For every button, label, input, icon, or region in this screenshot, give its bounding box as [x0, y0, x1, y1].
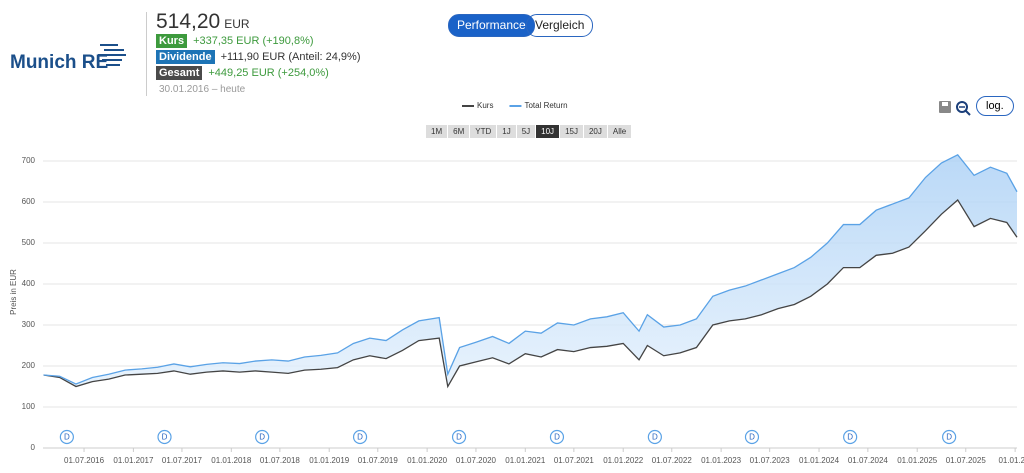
range-button[interactable]: 1M: [426, 125, 448, 138]
dividend-label: D: [162, 433, 168, 442]
dividend-marker: [647, 429, 662, 445]
legend-label: Total Return: [524, 101, 567, 110]
dividend-marker: [549, 429, 565, 445]
badge: Gesamt: [156, 66, 203, 80]
stat-text: +337,35 EUR (+190,8%): [193, 35, 314, 47]
x-tick-label: 01.07.2019: [358, 456, 399, 465]
y-tick-label: 400: [22, 279, 36, 288]
legend-label: Kurs: [477, 101, 493, 110]
dividend-label: D: [946, 433, 952, 442]
range-button[interactable]: 5J: [516, 125, 536, 138]
dividend-label: D: [847, 433, 853, 442]
badge: Kurs: [156, 34, 188, 48]
range-button[interactable]: YTD: [470, 125, 497, 138]
range-button[interactable]: Alle: [607, 125, 632, 138]
dividend-label: D: [456, 433, 462, 442]
tab-button[interactable]: Performance: [448, 14, 535, 37]
x-tick-label: 01.01.2025: [897, 456, 938, 465]
stat-text: +449,25 EUR (+254,0%): [208, 67, 329, 79]
y-tick-label: 200: [22, 361, 36, 370]
dividend-marker: [157, 429, 172, 445]
range-buttons: 1M 6M YTD 1J 5J 10J 15J 20J Alle: [426, 125, 632, 138]
range-button[interactable]: 6M: [448, 125, 470, 138]
logo-mark: [98, 44, 126, 66]
y-tick-label: 500: [22, 238, 36, 247]
x-tick-label: 01.01.2...: [998, 456, 1024, 465]
dividend-marker: [942, 429, 957, 445]
x-tick-label: 01.07.2024: [848, 456, 889, 465]
x-tick-label: 01.01.2021: [505, 456, 546, 465]
y-tick-label: 0: [31, 443, 36, 452]
dividend-marker: [744, 429, 760, 445]
x-tick-label: 01.01.2024: [799, 456, 840, 465]
x-tick-label: 01.07.2018: [260, 456, 301, 465]
x-tick-label: 01.07.2021: [554, 456, 595, 465]
x-tick-label: 01.07.2022: [652, 456, 693, 465]
x-tick-label: 01.07.2017: [162, 456, 203, 465]
range-button[interactable]: 1J: [497, 125, 516, 138]
y-axis-label: Preis in EUR: [9, 269, 18, 315]
x-tick-label: 01.01.2023: [701, 456, 742, 465]
stat-text: +111,90 EUR (Anteil: 24,9%): [220, 51, 361, 63]
tool-icons[interactable]: [938, 99, 976, 117]
y-tick-label: 300: [22, 320, 36, 329]
series-line: [43, 154, 1018, 385]
dividend-marker: [451, 429, 467, 445]
stat-row: Gesamt +449,25 EUR (+254,0%): [156, 66, 329, 80]
stat-row: Dividende +111,90 EUR (Anteil: 24,9%): [156, 50, 361, 64]
dividend-label: D: [259, 433, 265, 442]
separator: [146, 12, 147, 96]
price: 514,20 EUR: [156, 10, 250, 34]
y-tick-label: 700: [22, 156, 36, 165]
x-tick-label: 01.01.2017: [113, 456, 154, 465]
logo: Munich RE: [10, 52, 109, 73]
spread-area: [43, 154, 1017, 387]
x-tick-label: 01.07.2025: [946, 456, 987, 465]
badge: Dividende: [156, 50, 215, 64]
x-tick-label: 01.01.2020: [407, 456, 448, 465]
stat-row: Kurs +337,35 EUR (+190,8%): [156, 34, 314, 48]
log-button[interactable]: log.: [976, 96, 1014, 116]
dividend-marker: [59, 429, 74, 445]
range-button[interactable]: 20J: [583, 125, 607, 138]
dividend-label: D: [554, 433, 560, 442]
range-button[interactable]: 15J: [560, 125, 583, 138]
tab-button[interactable]: Vergleich: [526, 14, 594, 37]
price-value: 514,20: [156, 10, 221, 33]
range-button[interactable]: 10J: [536, 125, 560, 138]
dividend-marker: [255, 429, 270, 445]
x-tick-label: 01.01.2018: [211, 456, 252, 465]
x-tick-label: 01.07.2016: [64, 456, 105, 465]
x-tick-label: 01.07.2020: [456, 456, 497, 465]
dividend-label: D: [749, 433, 755, 442]
y-tick-label: 100: [22, 402, 36, 411]
currency: EUR: [224, 17, 250, 31]
dividend-label: D: [652, 433, 658, 442]
dividend-marker: [352, 429, 368, 445]
dividend-marker: [843, 429, 858, 445]
x-tick-label: 01.01.2019: [309, 456, 350, 465]
period: 30.01.2016 – heute: [159, 84, 246, 95]
series-line: [43, 198, 1018, 389]
y-tick-label: 600: [22, 197, 36, 206]
x-tick-label: 01.07.2023: [750, 456, 791, 465]
dividend-label: D: [357, 433, 363, 442]
x-tick-label: 01.01.2022: [603, 456, 644, 465]
dividend-label: D: [64, 433, 70, 442]
